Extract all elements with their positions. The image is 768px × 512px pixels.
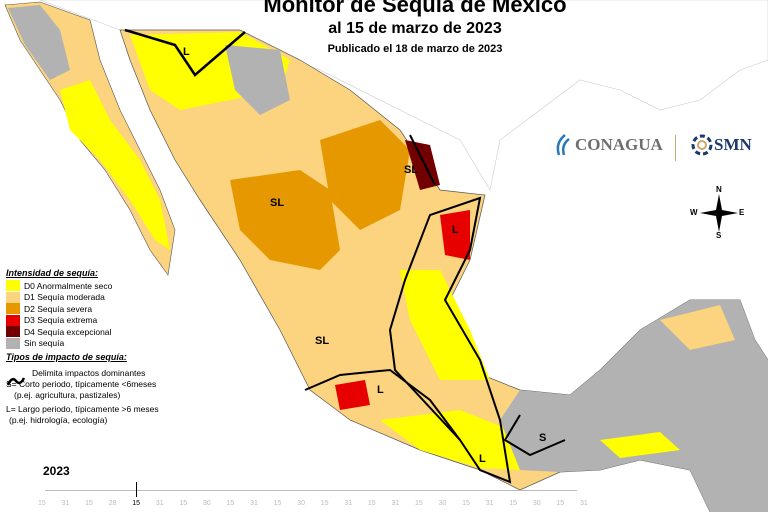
- timeline-tick[interactable]: 15: [556, 500, 565, 507]
- legend-item: D2 Sequía severa: [6, 303, 159, 315]
- timeline-tick[interactable]: 15: [509, 500, 518, 507]
- legend-swatch: [6, 291, 20, 303]
- legend-item: D1 Sequía moderada: [6, 291, 159, 304]
- impact-boundary-ne: [409, 134, 436, 186]
- conagua-wave-icon: [556, 134, 570, 156]
- timeline-tick[interactable]: 30: [532, 500, 541, 507]
- central-d2: [230, 170, 340, 270]
- impact-boundary-south: [503, 414, 566, 457]
- tamaulipas-d3: [440, 210, 470, 260]
- impact-boundary-west: [304, 368, 461, 441]
- map-label-l: L: [452, 224, 459, 236]
- yucatan-d1: [660, 305, 735, 350]
- timeline-tick[interactable]: 15: [415, 500, 423, 507]
- legend-swatch: [6, 303, 20, 315]
- timeline-tick[interactable]: 30: [297, 500, 305, 507]
- impact-line-label: Delimita impactos dominantes: [32, 368, 146, 378]
- long-term-label: L= Largo periodo, típicamente >6 meses: [6, 404, 159, 414]
- legend-swatch: [6, 280, 20, 292]
- map-label-s: S: [539, 432, 546, 444]
- chiapas-d0: [600, 432, 680, 458]
- timeline-tick[interactable]: 31: [485, 500, 494, 507]
- timeline-tick[interactable]: 31: [61, 500, 70, 507]
- legend-swatch: [6, 314, 20, 326]
- timeline-tick[interactable]: 31: [391, 500, 400, 507]
- timeline-tick[interactable]: 30: [438, 500, 447, 507]
- logo-divider: [675, 135, 676, 161]
- impact-line-icon: [6, 377, 26, 386]
- michoacan-d3: [335, 380, 370, 410]
- smn-logo: SMN: [690, 133, 752, 157]
- timeline-tick[interactable]: 15: [367, 500, 376, 507]
- impact-title: Tipos de impacto de sequía:: [6, 352, 127, 362]
- legend: Intensidad de sequía: D0 Anormalmente se…: [6, 268, 159, 426]
- conagua-text: CONAGUA: [575, 135, 663, 154]
- compass-s: S: [716, 231, 722, 240]
- published-date: Publicado el 18 de marzo de 2023: [327, 43, 503, 55]
- timeline-current-marker: [136, 482, 137, 497]
- map-label-sl: SL: [315, 335, 329, 347]
- timeline-tick[interactable]: 15: [273, 500, 282, 507]
- compass-n: N: [716, 185, 722, 194]
- legend-item: D4 Sequía excepcional: [6, 326, 159, 338]
- timeline-tick[interactable]: 15: [85, 500, 93, 507]
- south-d0: [380, 410, 520, 470]
- timeline-year: 2023: [43, 464, 70, 478]
- compass-star-icon: [700, 194, 738, 232]
- map-label-l: L: [377, 384, 384, 396]
- timeline-tick[interactable]: 30: [202, 500, 211, 507]
- timeline-tick[interactable]: 15: [38, 500, 46, 507]
- compass-rose: N S E W: [690, 185, 745, 240]
- long-term-example: (p.ej. hidrología, ecología): [9, 415, 108, 425]
- impact-boundary-north: [124, 28, 246, 77]
- timeline-tick[interactable]: 15: [226, 500, 235, 507]
- map-label-l: L: [479, 453, 486, 465]
- timeline-tick[interactable]: 15: [320, 500, 329, 507]
- map-label-l: L: [183, 46, 190, 58]
- east-d0: [400, 270, 490, 380]
- timeline-axis[interactable]: [45, 490, 577, 491]
- legend-item: D3 Sequía extrema: [6, 314, 159, 327]
- timeline-tick[interactable]: 31: [579, 500, 588, 507]
- legend-label: D2 Sequía severa: [24, 303, 93, 314]
- legend-swatch: [6, 326, 20, 338]
- smn-sun-icon: [691, 134, 713, 156]
- conagua-logo: CONAGUA: [553, 133, 663, 157]
- legend-swatch: [6, 337, 20, 349]
- impact-boundary-east: [388, 196, 512, 484]
- legend-label: D4 Sequía excepcional: [24, 326, 112, 337]
- timeline-tick[interactable]: 31: [250, 500, 258, 507]
- coahuila-d2: [320, 120, 410, 230]
- legend-label: D1 Sequía moderada: [24, 292, 105, 303]
- legend-item: Sin sequía: [6, 337, 159, 350]
- map-title: Monitor de Sequía de México: [263, 0, 567, 17]
- short-term-example: (p.ej. agricultura, pastizales): [14, 390, 121, 400]
- timeline-ticks: 15 31 15 28 15 31 15 30 15 31 15 30 15 31 15 31 15 30 15 31…: [38, 500, 588, 507]
- timeline-tick[interactable]: 15: [462, 500, 470, 507]
- compass-e: E: [739, 208, 745, 217]
- map-date: al 15 de marzo de 2023: [328, 20, 502, 37]
- legend-label: D0 Anormalmente seco: [24, 280, 113, 291]
- southeast-nodrought: [500, 300, 768, 512]
- baja-d0: [60, 80, 170, 250]
- compass-w: W: [690, 208, 698, 217]
- legend-item: D0 Anormalmente seco: [6, 280, 159, 292]
- timeline-tick[interactable]: 31: [344, 500, 353, 507]
- short-term-label: S= Corto periodo, típicamente <6meses: [6, 379, 157, 389]
- timeline-tick[interactable]: 15: [179, 500, 188, 507]
- map-label-sl: SL: [404, 164, 418, 176]
- timeline-tick[interactable]: 15: [132, 500, 141, 507]
- intensity-title: Intensidad de sequía:: [6, 268, 99, 278]
- timeline-tick[interactable]: 31: [155, 500, 164, 507]
- baja-nodrought: [8, 5, 70, 80]
- smn-text: SMN: [714, 135, 752, 154]
- north-nodrought: [225, 45, 290, 115]
- map-label-sl: SL: [270, 197, 284, 209]
- legend-label: Sin sequía: [24, 338, 65, 349]
- timeline-tick[interactable]: 28: [108, 500, 117, 507]
- legend-label: D3 Sequía extrema: [24, 315, 98, 326]
